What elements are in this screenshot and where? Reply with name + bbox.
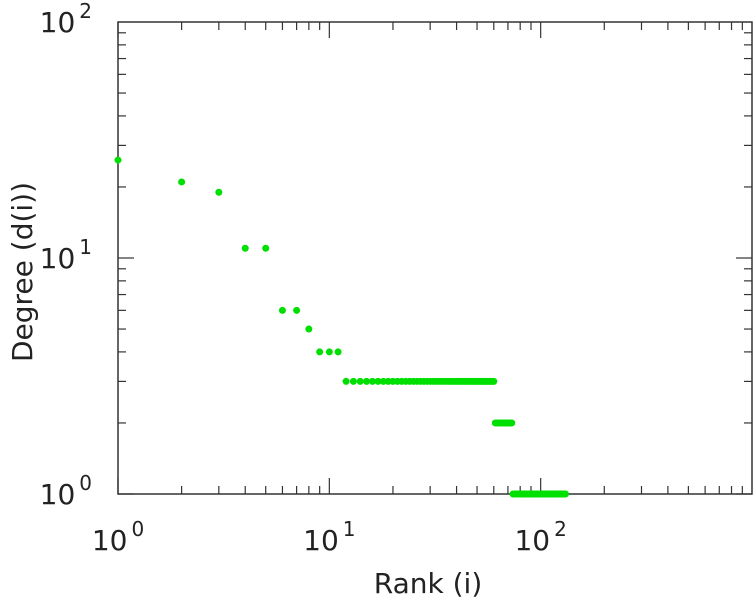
axis-ticks [117, 22, 752, 495]
data-point [342, 377, 350, 385]
data-point [278, 306, 286, 314]
data-point [490, 377, 498, 385]
data-point [215, 188, 223, 196]
tick-labels: 10 0 10 1 10 2 10 0 10 1 10 2 [40, 0, 567, 557]
data-point [178, 178, 186, 186]
x-tick-label: 10 0 [92, 517, 144, 557]
data-point [305, 325, 313, 333]
data-point [349, 377, 357, 385]
data-point [379, 377, 387, 385]
y-tick-label: 10 2 [40, 0, 92, 39]
data-point [561, 490, 569, 498]
data-point [316, 348, 324, 356]
data-point [241, 244, 249, 252]
x-axis-label: Rank (i) [374, 567, 483, 600]
data-point [368, 377, 376, 385]
data-point [114, 156, 122, 164]
y-tick-label: 10 1 [40, 235, 92, 275]
data-point [293, 306, 301, 314]
y-axis-label: Degree (d(i)) [6, 182, 39, 362]
plot-border [117, 21, 753, 495]
x-tick-label: 10 1 [303, 517, 355, 557]
data-point [374, 377, 382, 385]
data-point [334, 348, 342, 356]
data-point [356, 377, 364, 385]
data-point [508, 419, 516, 427]
data-points [114, 156, 569, 498]
data-point [325, 348, 333, 356]
plot-frame [117, 21, 753, 495]
x-tick-label: 10 2 [514, 517, 566, 557]
y-tick-label: 10 0 [40, 471, 92, 511]
data-point [262, 244, 270, 252]
data-point [363, 377, 371, 385]
